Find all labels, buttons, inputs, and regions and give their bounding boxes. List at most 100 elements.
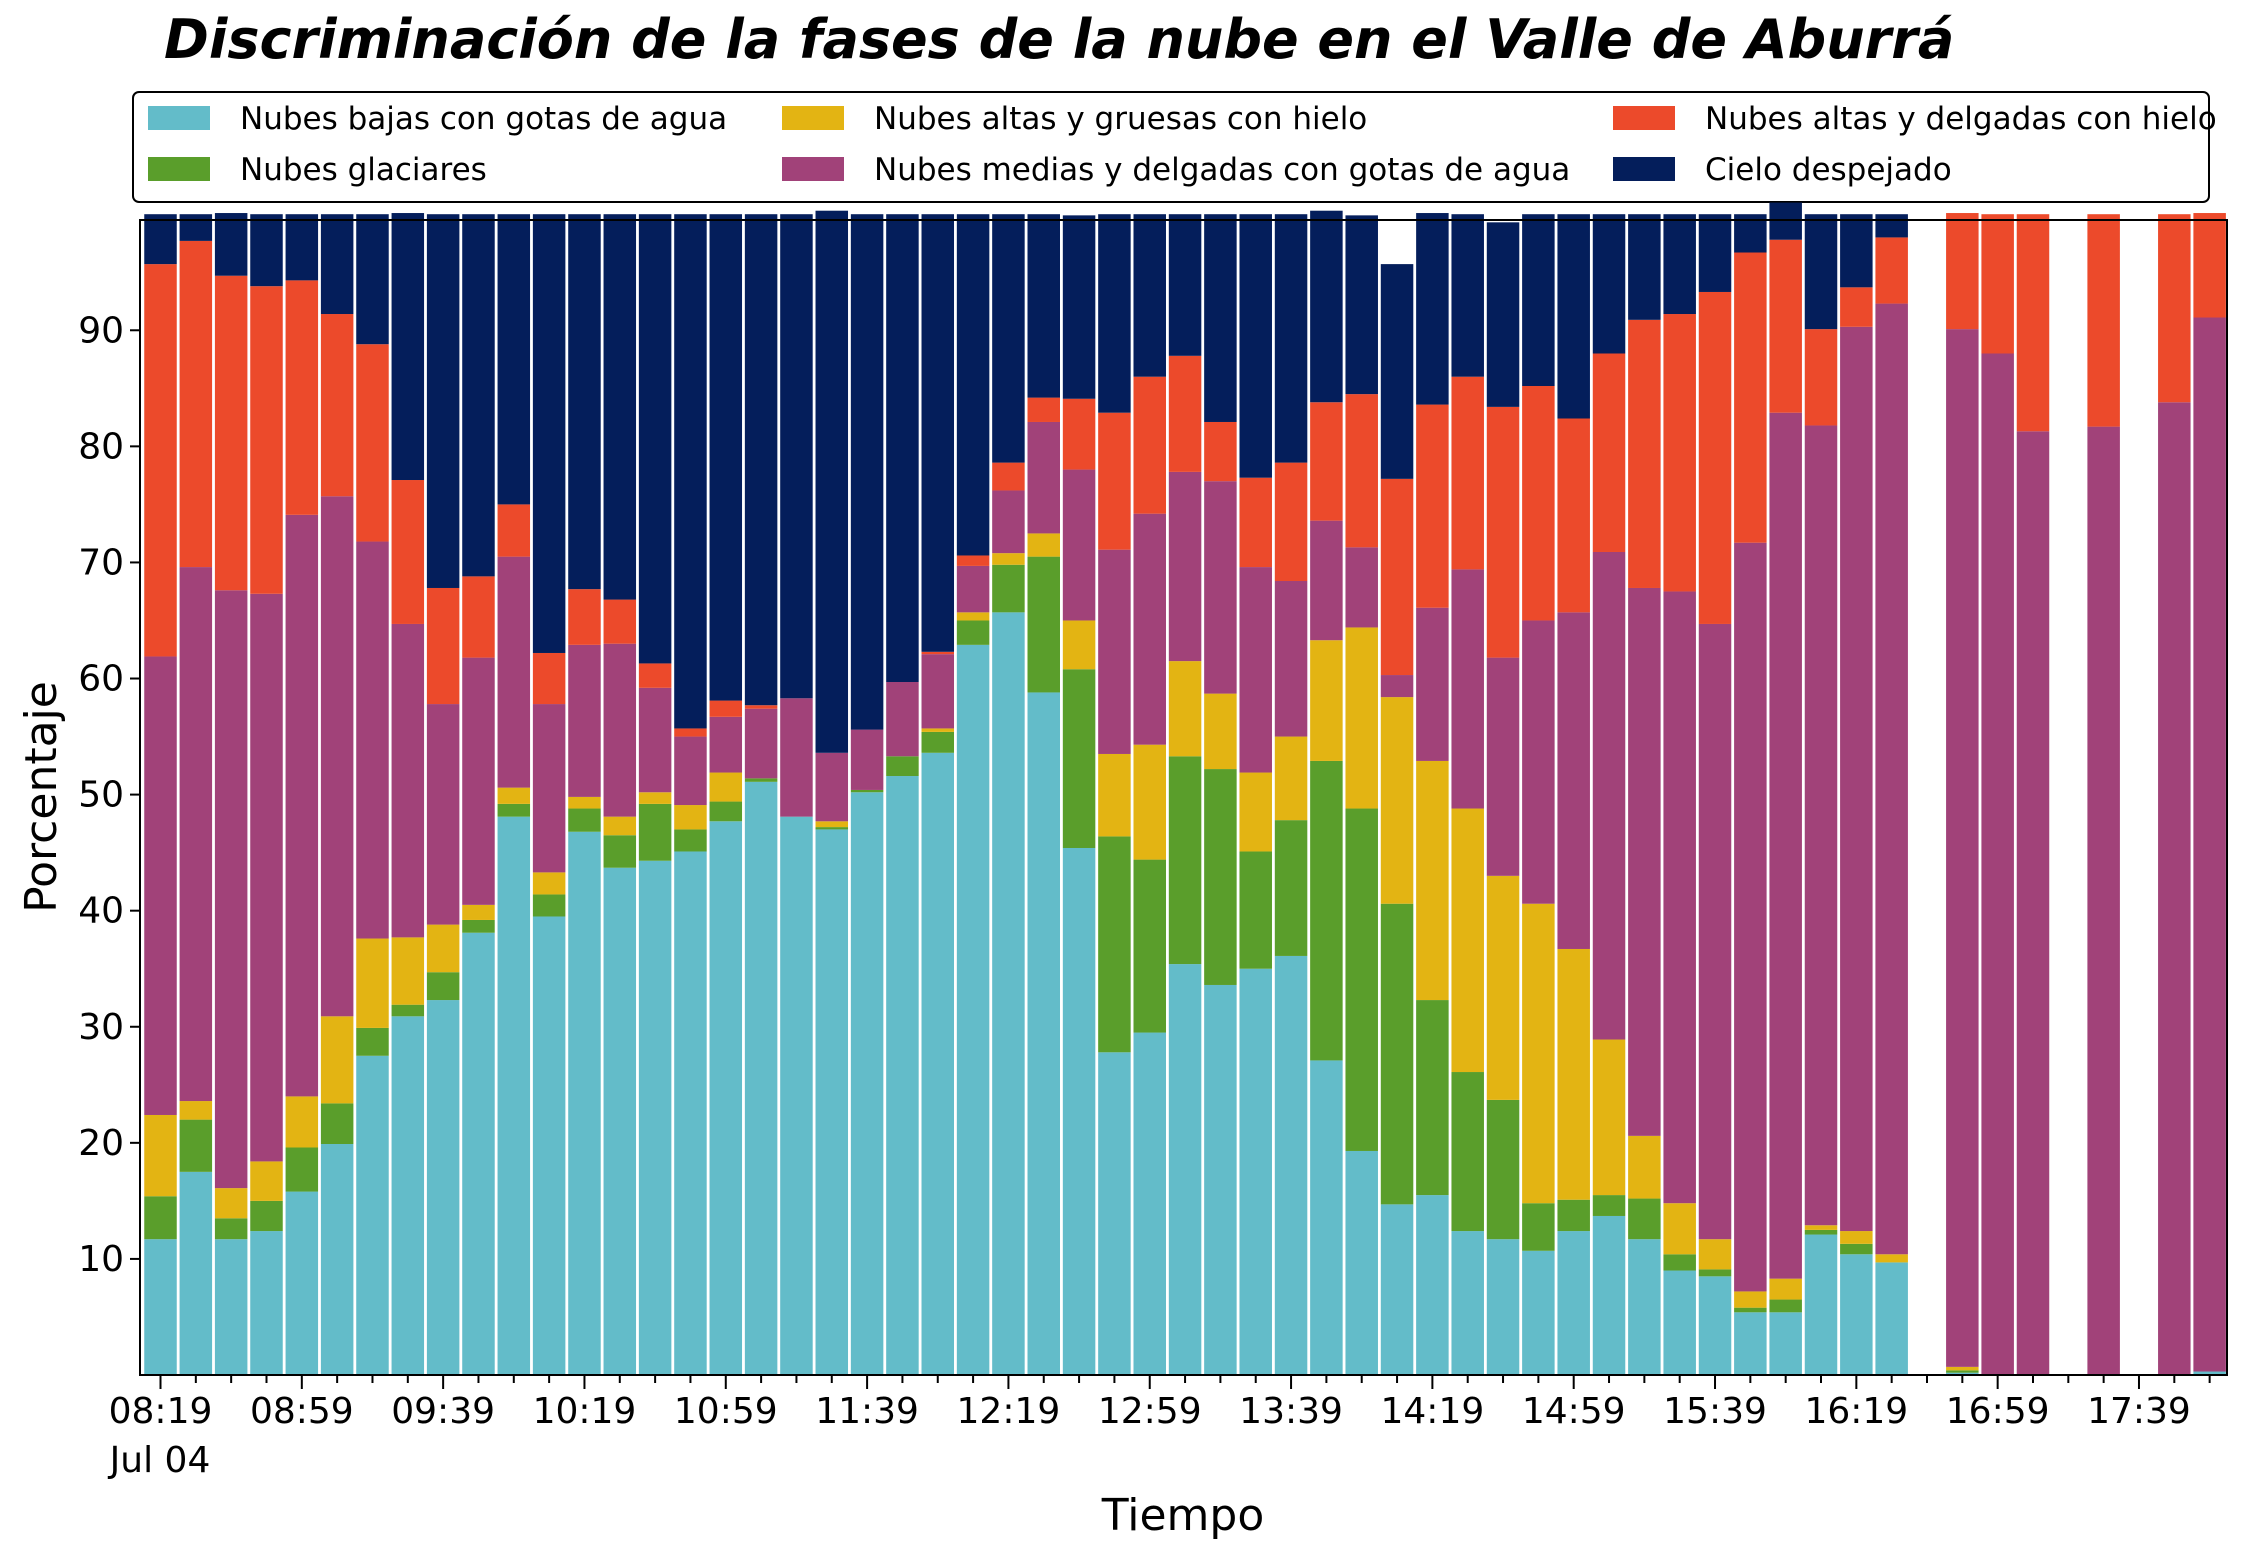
bar-segment-5-18 [780,214,813,699]
x-tick-label: 16:59 [1946,1391,2050,1432]
bar-segment-1-25 [1027,556,1060,693]
bar-segment-2-14 [638,792,672,804]
bar-segment-3-57 [2158,402,2191,1375]
bar-segment-0-33 [1310,1060,1343,1375]
bar-segment-2-36 [1416,760,1449,1001]
bar-segment-4-5 [320,314,354,497]
bar-segment-2-3 [250,1161,283,1201]
bar-segment-1-8 [426,972,460,1001]
bar-segment-5-21 [886,214,919,682]
y-tick-label: 60 [78,659,124,700]
legend-label: Nubes altas y gruesas con hielo [874,101,1367,137]
bar-segment-3-52 [1981,353,2014,1375]
bar-segment-1-13 [603,835,637,868]
bar-segment-2-49 [1875,1254,1908,1263]
bar-segment-1-2 [214,1218,248,1240]
bar-segment-2-16 [709,772,743,802]
bar-segment-3-47 [1804,425,1838,1226]
bar-segment-1-48 [1840,1243,1873,1255]
bar-segment-2-27 [1098,753,1131,837]
bar-segment-4-0 [144,264,177,657]
bar-segment-0-45 [1734,1312,1767,1375]
bar-segment-0-17 [744,781,778,1375]
bar-segment-3-51 [1946,329,1979,1367]
bar-segment-2-51 [1946,1366,1979,1371]
bar-segment-0-25 [1027,692,1060,1375]
bar-segment-1-39 [1522,1203,1555,1251]
bar-segment-2-19 [815,821,849,828]
x-tick-label: 16:19 [1804,1391,1908,1432]
bar-segment-1-38 [1486,1099,1520,1240]
legend-swatch [782,157,844,181]
bar-segment-0-3 [250,1231,283,1375]
bar-segment-5-20 [850,214,884,730]
bar-segment-5-11 [532,214,566,653]
bar-segment-2-45 [1734,1291,1767,1308]
bar-segment-3-49 [1875,303,1908,1255]
bar-segment-1-16 [709,801,743,822]
bar-segment-5-15 [674,214,707,729]
bar-segment-1-41 [1592,1195,1626,1216]
bar-segment-0-44 [1698,1276,1732,1375]
legend: Nubes bajas con gotas de agua Nubes glaci… [132,91,2217,203]
bar-segment-2-26 [1062,620,1096,670]
bar-segment-4-36 [1416,404,1449,608]
bar-segment-0-21 [886,776,919,1375]
bar-segment-5-37 [1451,214,1484,377]
bar-segment-5-19 [815,210,849,753]
bar-segment-2-25 [1027,533,1060,557]
bar-segment-2-38 [1486,875,1520,1100]
bar-segment-2-35 [1380,697,1414,904]
legend-frame [132,91,2210,203]
bar-segment-4-47 [1804,329,1838,426]
bar-segment-3-1 [179,567,213,1102]
bar-segment-2-7 [391,937,425,1005]
bar-segment-0-18 [780,816,813,1375]
bar-segment-3-13 [603,643,637,817]
bar-segment-1-14 [638,803,672,861]
x-axis-date-label: Jul 04 [108,1440,211,1481]
bar-segment-0-0 [144,1239,177,1375]
x-tick-label: 12:59 [1098,1391,1202,1432]
bar-segment-5-26 [1062,215,1096,399]
bar-segment-4-52 [1981,214,2014,354]
bar-segment-0-26 [1062,847,1096,1375]
bar-segment-1-51 [1946,1370,1979,1373]
bar-segment-5-35 [1380,264,1414,479]
bar-segment-5-34 [1345,215,1378,395]
y-tick-label: 70 [78,542,124,583]
bar-segment-2-48 [1840,1231,1873,1244]
bar-segment-4-43 [1663,314,1696,592]
bar-segment-2-2 [214,1188,248,1219]
bar-segment-2-40 [1557,948,1590,1200]
bar-segment-2-4 [285,1096,319,1148]
bar-segment-0-6 [356,1055,389,1375]
bar-segment-1-33 [1310,760,1343,1061]
bar-segment-2-43 [1663,1203,1696,1255]
bar-segment-3-3 [250,593,283,1162]
bar-segment-4-55 [2087,214,2120,427]
bar-segment-4-38 [1486,406,1520,658]
bar-segment-1-28 [1133,859,1166,1033]
bar-segment-1-5 [320,1103,354,1144]
bar-segment-3-7 [391,623,425,938]
bar-segment-5-48 [1840,214,1873,288]
bar-segment-1-10 [497,803,531,817]
bar-segment-1-37 [1451,1072,1484,1232]
bar-segment-1-24 [992,564,1025,613]
bar-segment-5-46 [1769,202,1802,240]
bar-segment-4-7 [391,480,425,624]
bar-segment-3-26 [1062,469,1096,621]
bar-segment-4-28 [1133,376,1166,514]
y-tick-label: 90 [78,310,124,351]
bar-segment-4-40 [1557,418,1590,613]
legend-swatch [148,106,210,130]
bar-segment-0-2 [214,1239,248,1375]
bar-segment-5-23 [956,214,990,556]
bar-segment-1-26 [1062,669,1096,848]
bar-segment-4-46 [1769,239,1802,413]
bar-segment-3-35 [1380,675,1414,698]
bar-segment-5-12 [568,214,601,590]
bar-segment-3-17 [744,708,778,779]
bar-segment-0-29 [1168,964,1202,1375]
